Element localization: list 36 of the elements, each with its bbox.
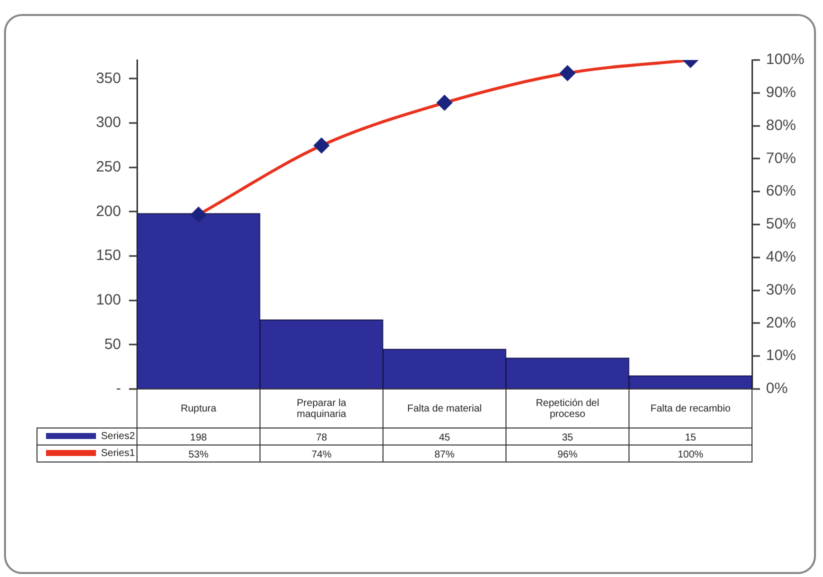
y2-tick-label: 90%	[766, 84, 796, 102]
x-tick-label: Falta de recambio	[650, 403, 731, 414]
x-tick-label: Falta de material	[407, 403, 482, 414]
data-label: 96%	[557, 449, 578, 460]
x-tick-label: Repetición del proceso	[536, 398, 600, 420]
data-label: 35	[562, 432, 574, 444]
y2-tick-label: 80%	[766, 116, 796, 134]
data-label: 15	[684, 432, 696, 444]
y2-tick-label: 0%	[766, 380, 788, 398]
data-label: 45	[438, 432, 450, 444]
data-label: 100%	[678, 449, 704, 460]
y-tick-label: 150	[96, 247, 121, 264]
y-tick-label: 300	[96, 114, 121, 132]
legend-label: Series1	[101, 448, 136, 459]
y-tick-label: 200	[96, 202, 121, 220]
y2-tick-label: 50%	[766, 216, 796, 233]
y2-tick-label: 60%	[766, 182, 796, 200]
legend-label: Series2	[101, 430, 136, 442]
y-tick-label: -	[116, 380, 121, 398]
data-label: 53%	[188, 449, 209, 460]
y-tick-label: 250	[96, 158, 121, 176]
y-tick-label: 100	[96, 291, 121, 308]
y-tick-label: 50	[104, 336, 121, 353]
data-label: 74%	[311, 449, 332, 460]
data-label: 78	[316, 432, 328, 444]
x-tick-label: Ruptura	[180, 403, 217, 414]
y2-tick-label: 20%	[766, 314, 796, 332]
y2-tick-label: 10%	[766, 347, 796, 364]
y-tick-label: 350	[96, 70, 121, 87]
y2-tick-label: 70%	[766, 150, 796, 167]
y2-tick-label: 100%	[766, 51, 804, 68]
x-tick-label: Preparar la maquinaria	[296, 398, 347, 420]
y2-tick-label: 30%	[766, 281, 796, 298]
y2-tick-label: 40%	[766, 248, 796, 266]
data-label: 87%	[434, 449, 455, 460]
data-label: 198	[190, 432, 208, 444]
